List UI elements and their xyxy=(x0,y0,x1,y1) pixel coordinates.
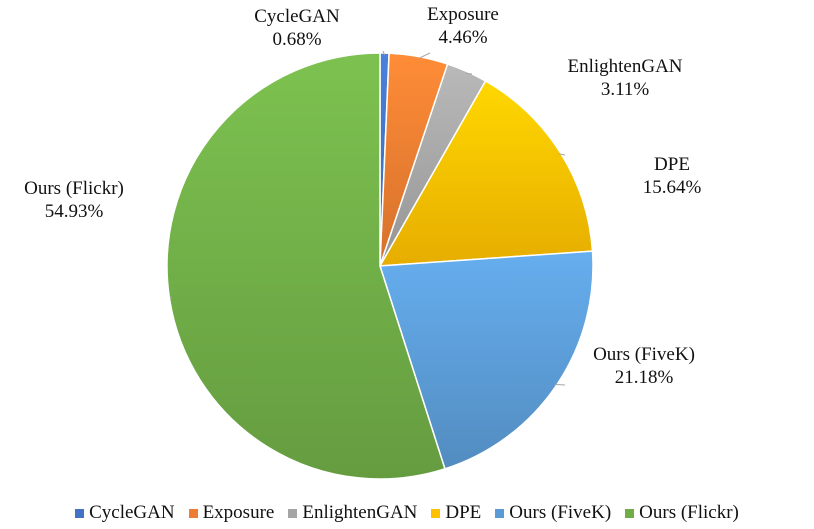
data-label-name-ours-fivek: Ours (FiveK) xyxy=(593,344,695,365)
data-label-value-enlightengan: 3.11% xyxy=(601,79,650,100)
legend-label-enlightengan: EnlightenGAN xyxy=(302,502,418,523)
legend-label-ours-flickr: Ours (Flickr) xyxy=(639,502,739,523)
legend-swatch-cyclegan xyxy=(75,508,85,518)
legend-item-dpe: DPE xyxy=(431,502,481,524)
slice-dpe xyxy=(378,79,594,267)
data-label-value-exposure: 4.46% xyxy=(438,27,487,48)
leader-line-dpe xyxy=(558,153,566,156)
leader-line-enlightengan xyxy=(466,72,473,75)
legend-item-cyclegan: CycleGAN xyxy=(75,502,175,524)
legend-item-enlightengan: EnlightenGAN xyxy=(288,502,417,524)
leader-line-ours-fivek xyxy=(554,383,566,386)
data-label-name-exposure: Exposure xyxy=(427,4,499,25)
legend-item-ours-flickr: Ours (Flickr) xyxy=(625,502,739,524)
data-label-name-cyclegan: CycleGAN xyxy=(254,6,340,27)
legend-swatch-exposure xyxy=(188,508,198,518)
legend-swatch-enlightengan xyxy=(288,508,298,518)
data-label-value-ours-fivek: 21.18% xyxy=(615,367,674,388)
leader-line-ours-flickr xyxy=(169,295,172,299)
legend-swatch-dpe xyxy=(431,508,441,518)
data-label-name-ours-flickr: Ours (Flickr) xyxy=(24,178,124,199)
legend-label-dpe: DPE xyxy=(445,502,482,523)
data-label-value-cyclegan: 0.68% xyxy=(272,29,321,50)
legend-label-cyclegan: CycleGAN xyxy=(89,502,175,523)
legend-label-exposure: Exposure xyxy=(202,502,275,523)
legend-item-exposure: Exposure xyxy=(188,502,275,524)
data-label-value-ours-flickr: 54.93% xyxy=(45,201,104,222)
legend-swatch-ours-fivek xyxy=(495,508,505,518)
data-label-name-enlightengan: EnlightenGAN xyxy=(567,56,682,77)
data-label-value-dpe: 15.64% xyxy=(643,177,702,198)
legend-item-ours-fivek: Ours (FiveK) xyxy=(495,502,611,524)
legend: CycleGAN Exposure EnlightenGAN DPE Ours … xyxy=(0,500,814,526)
slice-ours-flickr xyxy=(166,52,446,480)
leader-line-exposure xyxy=(418,52,431,59)
legend-swatch-ours-flickr xyxy=(625,508,635,518)
slice-ours-fivek xyxy=(378,250,594,470)
legend-label-ours-fivek: Ours (FiveK) xyxy=(509,502,612,523)
data-label-name-dpe: DPE xyxy=(654,154,690,175)
leader-line-cyclegan xyxy=(382,50,385,56)
